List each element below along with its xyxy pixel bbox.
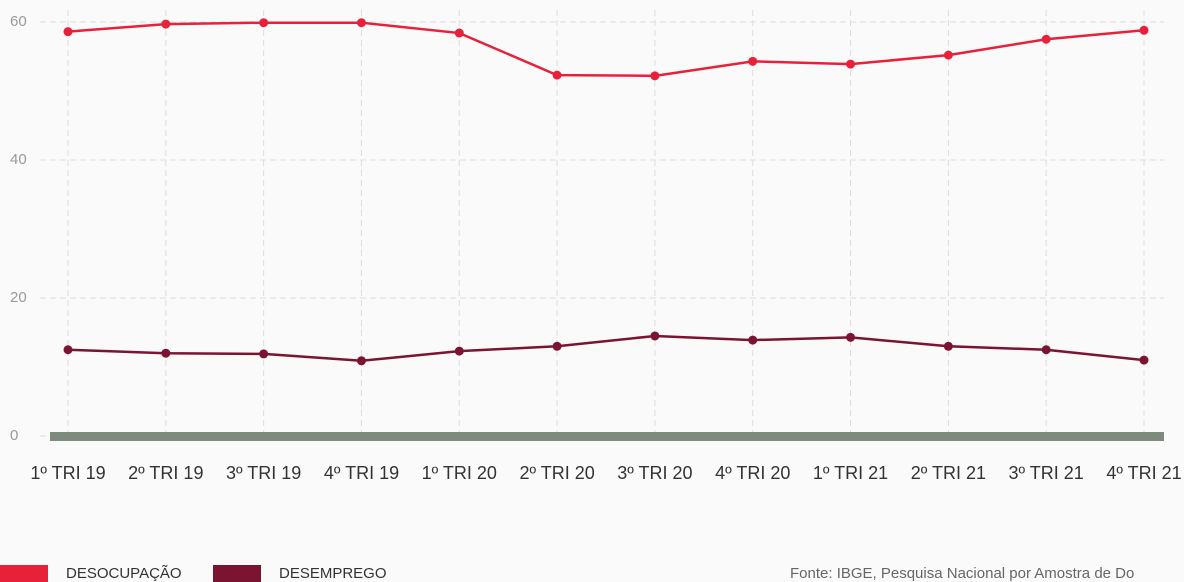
data-point [1041,34,1051,44]
x-tick-label: 3º TRI 19 [226,463,301,483]
legend-label: DESEMPREGO [279,565,387,582]
x-tick-label: 2º TRI 21 [911,463,986,483]
y-tick-label: 0 [10,427,18,444]
data-point [63,27,73,37]
y-tick-label: 60 [10,13,27,30]
data-point [1041,345,1051,355]
data-point [356,18,366,28]
data-point [748,56,758,66]
data-point [552,70,562,80]
x-tick-label: 4º TRI 21 [1106,463,1181,483]
x-tick-label: 3º TRI 20 [617,463,692,483]
data-point [161,19,171,29]
data-point [1139,355,1149,365]
x-tick-label: 3º TRI 21 [1009,463,1084,483]
data-point [650,71,660,81]
data-point [943,50,953,60]
x-tick-label: 1º TRI 21 [813,463,888,483]
y-tick-label: 40 [10,151,27,168]
data-point [846,332,856,342]
y-tick-label: 20 [10,289,27,306]
data-point [1139,25,1149,35]
data-point [454,346,464,356]
data-point [552,341,562,351]
data-point [356,356,366,366]
x-tick-label: 1º TRI 20 [422,463,497,483]
data-point [943,341,953,351]
legend-swatch [0,565,48,582]
legend-swatch [213,565,261,582]
x-tick-label: 2º TRI 19 [128,463,203,483]
data-point [63,345,73,355]
data-point [259,349,269,359]
data-point [748,335,758,345]
x-tick-label: 4º TRI 20 [715,463,790,483]
legend-label: DESOCUPAÇÃO [66,565,182,582]
x-tick-label: 2º TRI 20 [519,463,594,483]
data-point [454,28,464,38]
data-point [259,18,269,28]
data-point [846,59,856,69]
data-point [650,331,660,341]
series-line [67,334,1145,363]
x-tick-label: 1º TRI 19 [30,463,105,483]
source: Fonte: IBGE, Pesquisa Nacional por Amost… [790,565,1134,582]
x-tick-label: 4º TRI 19 [324,463,399,483]
data-point [161,348,171,358]
series-line [67,21,1145,78]
baseline [50,432,1164,441]
